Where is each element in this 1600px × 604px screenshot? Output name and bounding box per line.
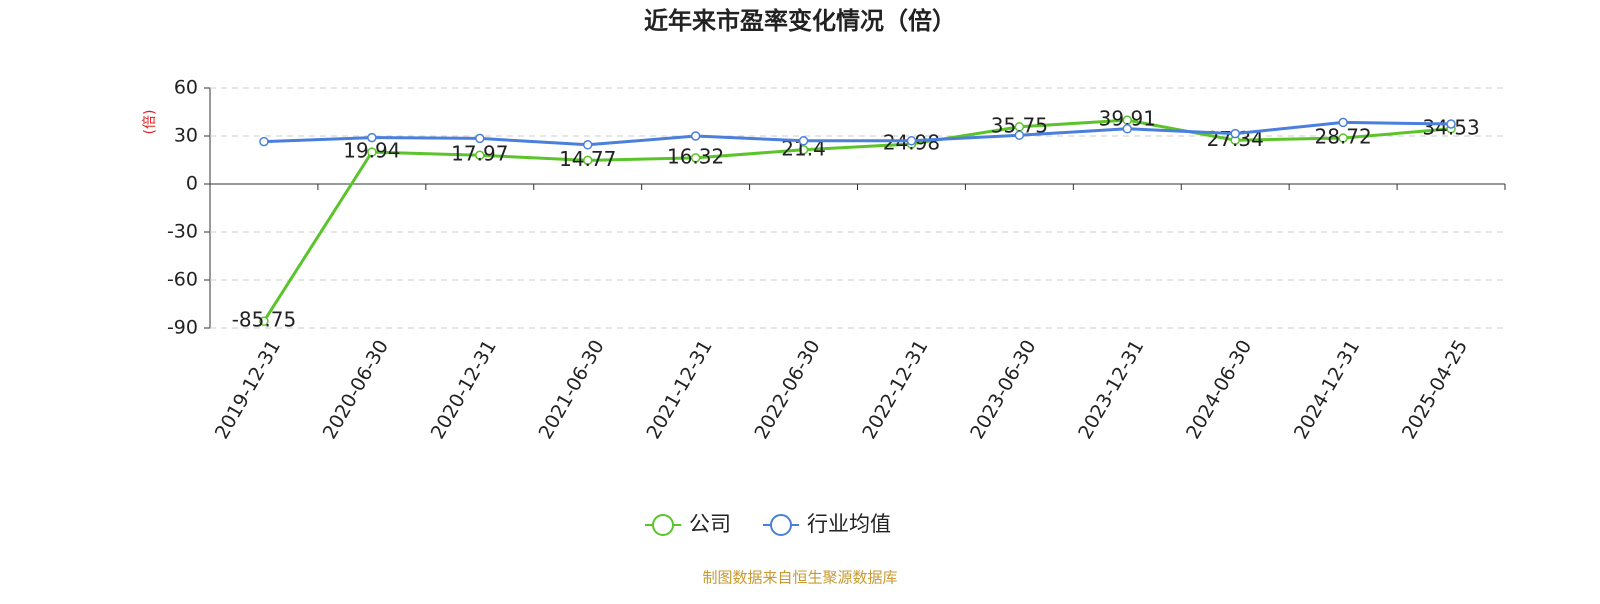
point: [1338, 117, 1348, 128]
point: [582, 155, 593, 166]
x-tick-label: 2023-12-31: [1074, 336, 1148, 443]
x-tick-label: 2022-12-31: [858, 336, 932, 443]
point: [690, 131, 701, 141]
y-tick-label: -90: [167, 317, 198, 339]
x-tick-label: 2020-06-30: [319, 336, 393, 443]
legend-label: 行业均值: [807, 512, 891, 536]
legend-item[interactable]: 公司: [645, 512, 731, 536]
series-line: [262, 118, 1452, 323]
x-tick-label: 2021-06-30: [535, 336, 609, 443]
data-label: -85.75: [232, 308, 296, 332]
point: [367, 132, 377, 143]
legend-symbol: [770, 514, 792, 536]
point: [798, 145, 809, 155]
x-tick-label: 2024-12-31: [1290, 336, 1364, 443]
x-tick-label: 2019-12-31: [211, 336, 285, 443]
x-tick-label: 2025-04-25: [1398, 336, 1472, 443]
point: [1122, 124, 1133, 134]
chart-title: 近年来市盈率变化情况（倍）: [644, 7, 956, 35]
x-tick-label: 2024-06-30: [1182, 336, 1256, 443]
y-tick-label: 60: [174, 77, 198, 99]
x-tick-label: 2022-06-30: [750, 336, 824, 443]
point: [367, 147, 377, 157]
legend-symbol: [652, 514, 674, 536]
y-tick-label: -60: [167, 269, 198, 291]
point: [475, 133, 485, 144]
point: [1338, 133, 1348, 143]
data-label: 16.32: [667, 144, 724, 168]
y-axis-label: (倍): [142, 110, 158, 135]
series-line: [263, 120, 1452, 147]
legend-label: 公司: [689, 512, 731, 536]
point: [798, 136, 809, 146]
point: [690, 153, 701, 163]
source-note: 制图数据来自恒生聚源数据库: [702, 569, 897, 587]
y-tick-label: 0: [186, 173, 198, 195]
point: [1014, 130, 1025, 140]
x-tick-label: 2021-12-31: [642, 336, 716, 443]
point: [582, 140, 593, 150]
data-label: 19.94: [343, 139, 400, 163]
point: [906, 136, 917, 146]
data-label: 28.72: [1314, 125, 1371, 149]
point: [1446, 119, 1456, 129]
legend-item[interactable]: 行业均值: [763, 512, 891, 536]
x-tick-label: 2020-12-31: [427, 336, 501, 443]
data-label: 14.77: [559, 147, 616, 171]
point: [259, 316, 269, 326]
y-tick-label: 30: [174, 125, 198, 147]
y-tick-label: -30: [167, 221, 198, 243]
point: [475, 150, 485, 160]
data-label: 17.97: [451, 142, 508, 166]
point: [1230, 128, 1240, 139]
point: [259, 136, 269, 147]
x-tick-label: 2023-06-30: [966, 336, 1040, 443]
